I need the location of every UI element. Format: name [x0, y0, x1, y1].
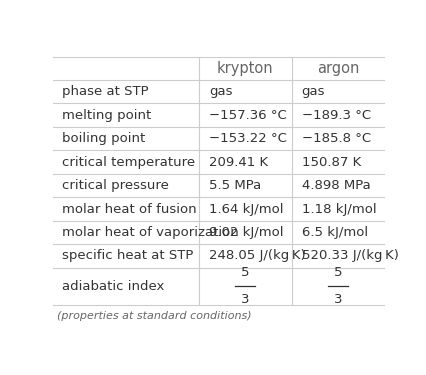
Text: gas: gas: [301, 85, 324, 98]
Text: critical pressure: critical pressure: [61, 179, 168, 192]
Text: 150.87 K: 150.87 K: [301, 156, 360, 169]
Text: 5.5 MPa: 5.5 MPa: [208, 179, 261, 192]
Text: krypton: krypton: [216, 61, 273, 76]
Text: adiabatic index: adiabatic index: [61, 280, 164, 293]
Text: −153.22 °C: −153.22 °C: [208, 132, 286, 145]
Text: melting point: melting point: [61, 109, 150, 122]
Text: −185.8 °C: −185.8 °C: [301, 132, 370, 145]
Text: 209.41 K: 209.41 K: [208, 156, 268, 169]
Text: molar heat of vaporization: molar heat of vaporization: [61, 226, 238, 239]
Text: critical temperature: critical temperature: [61, 156, 194, 169]
Text: molar heat of fusion: molar heat of fusion: [61, 202, 196, 216]
Text: −157.36 °C: −157.36 °C: [208, 109, 286, 122]
Text: 5: 5: [333, 266, 341, 279]
Text: 4.898 MPa: 4.898 MPa: [301, 179, 369, 192]
Text: 3: 3: [241, 294, 249, 306]
Text: phase at STP: phase at STP: [61, 85, 148, 98]
Text: 248.05 J/(kg K): 248.05 J/(kg K): [208, 249, 305, 262]
Text: 6.5 kJ/mol: 6.5 kJ/mol: [301, 226, 367, 239]
Text: gas: gas: [208, 85, 232, 98]
Text: 1.64 kJ/mol: 1.64 kJ/mol: [208, 202, 283, 216]
Text: (properties at standard conditions): (properties at standard conditions): [57, 310, 251, 321]
Text: 3: 3: [333, 294, 341, 306]
Text: 9.02 kJ/mol: 9.02 kJ/mol: [208, 226, 283, 239]
Text: −189.3 °C: −189.3 °C: [301, 109, 370, 122]
Text: argon: argon: [316, 61, 358, 76]
Text: specific heat at STP: specific heat at STP: [61, 249, 193, 262]
Text: 1.18 kJ/mol: 1.18 kJ/mol: [301, 202, 375, 216]
Text: boiling point: boiling point: [61, 132, 144, 145]
Text: 520.33 J/(kg K): 520.33 J/(kg K): [301, 249, 397, 262]
Text: 5: 5: [241, 266, 249, 279]
